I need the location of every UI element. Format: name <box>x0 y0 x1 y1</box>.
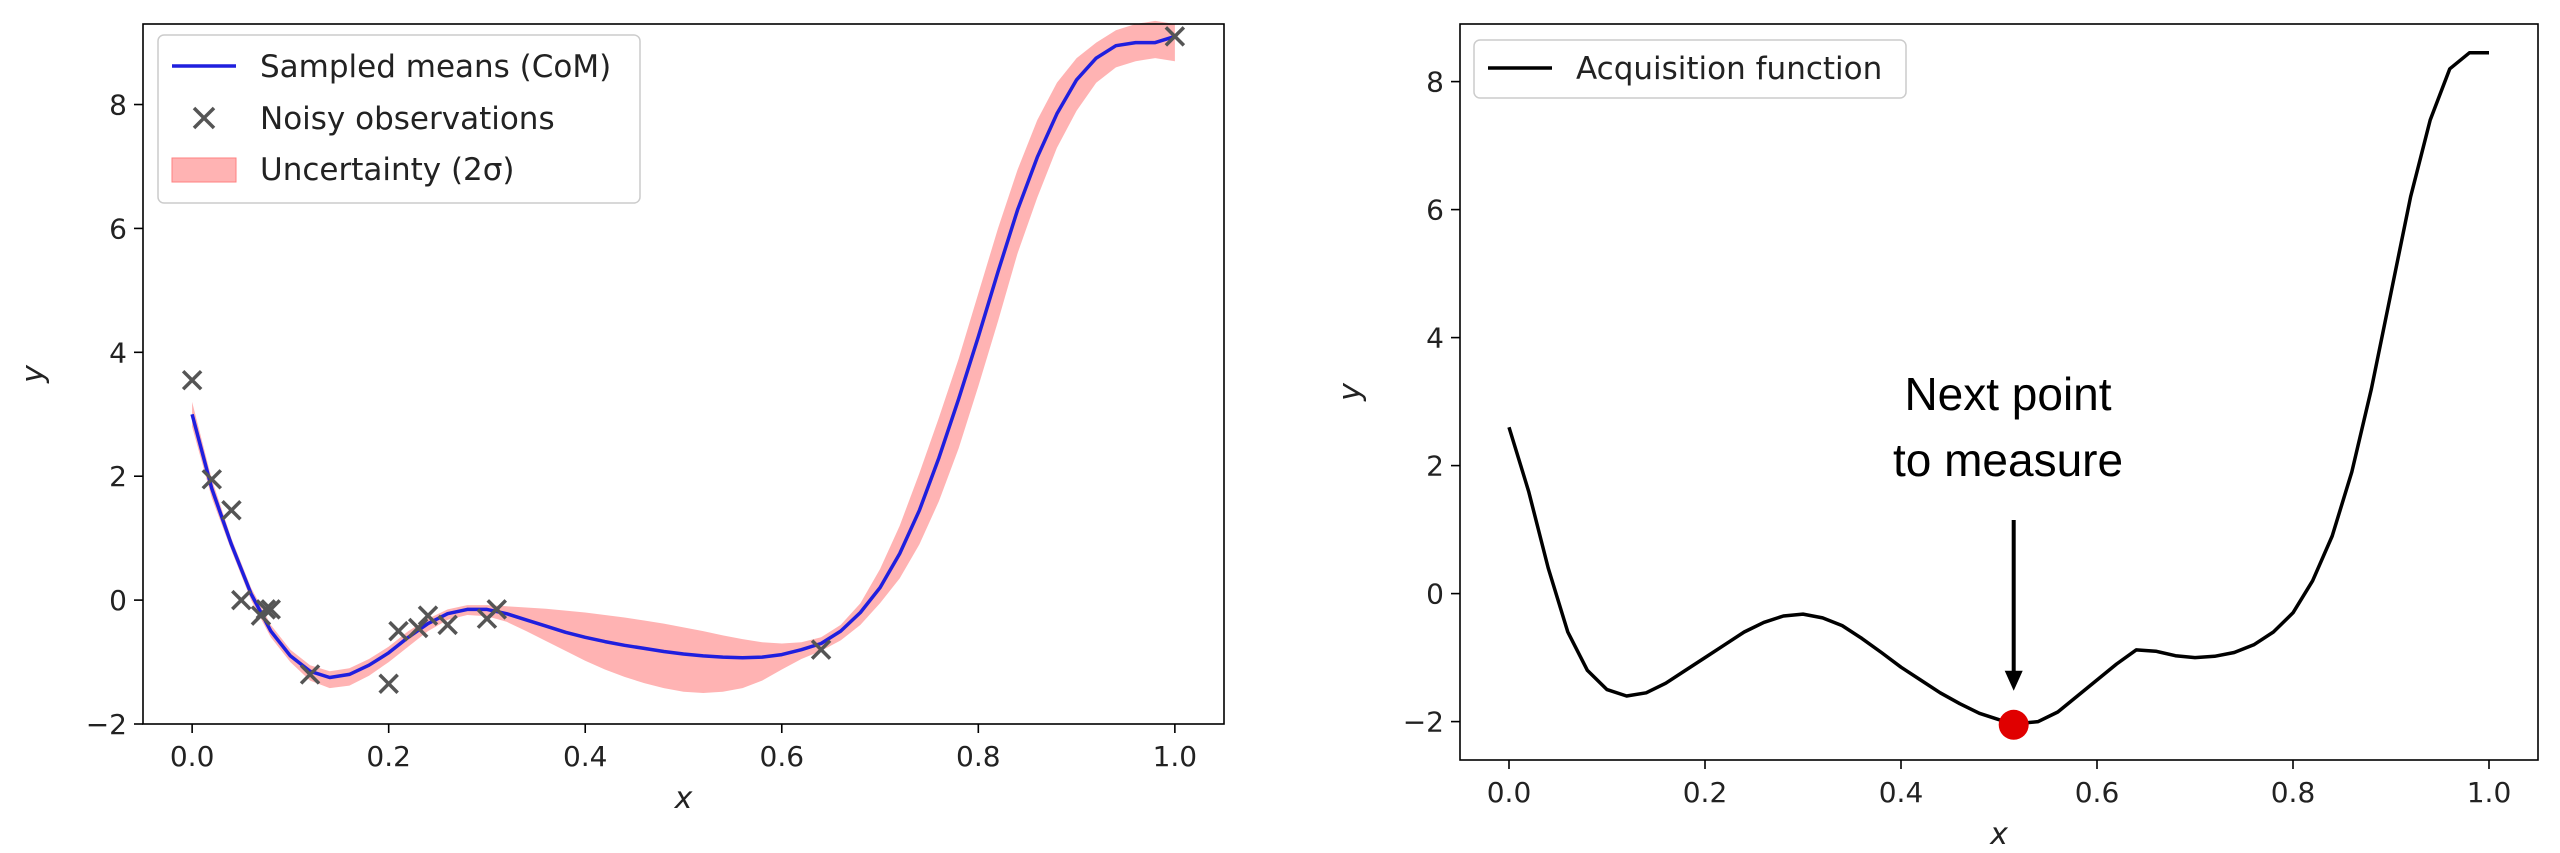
x-axis-label-left: x <box>674 781 693 816</box>
acquisition-line <box>1507 51 2489 726</box>
legend-label-mean: Sampled means (CoM) <box>260 49 611 85</box>
y-tick-label: 0 <box>1426 578 1444 611</box>
observation-point <box>181 369 203 391</box>
chart-right: 0.0 0.2 0.4 0.6 0.8 1.0 −2 0 2 4 6 8 x y Acquisiti… <box>1333 23 2539 852</box>
y-ticks-right: −2 0 2 4 6 8 <box>1403 66 1460 739</box>
x-tick-label: 0.2 <box>366 740 411 773</box>
x-tick-label: 1.0 <box>1153 740 1198 773</box>
uncertainty-band <box>192 20 1175 693</box>
observation-point <box>231 589 252 611</box>
y-axis-label-right: y <box>1333 382 1368 402</box>
legend-label-uncertainty: Uncertainty (2σ) <box>260 152 515 188</box>
observation-point <box>201 469 223 490</box>
x-ticks-right: 0.0 0.2 0.4 0.6 0.8 1.0 <box>1487 760 2512 809</box>
chart-left: 0.0 0.2 0.4 0.6 0.8 1.0 −2 0 2 4 6 8 x y Sampled m… <box>16 20 1225 816</box>
plot-frame-right <box>1459 23 2539 761</box>
y-tick-label: 6 <box>1426 194 1444 227</box>
observation-point <box>486 599 508 620</box>
legend-box-left <box>157 34 641 204</box>
x-tick-label: 0.8 <box>2271 776 2316 809</box>
x-tick-label: 0.6 <box>2075 776 2120 809</box>
annotation-line-1: Next point <box>1904 368 2111 420</box>
x-axis-label-right: x <box>1989 817 2008 852</box>
x-tick-label: 0.0 <box>1487 776 1532 809</box>
observations-layer <box>181 26 1186 694</box>
plot-frame-left <box>142 23 1225 725</box>
annotation-arrowhead <box>2004 670 2023 691</box>
y-tick-label: −2 <box>1403 706 1444 739</box>
mean-line <box>190 34 1176 680</box>
x-ticks-left: 0.0 0.2 0.4 0.6 0.8 1.0 <box>170 724 1197 773</box>
x-tick-label: 0.6 <box>760 740 805 773</box>
x-tick-label: 0.4 <box>1879 776 1924 809</box>
legend-swatch-uncertainty <box>171 157 237 183</box>
legend-label-observations: Noisy observations <box>260 101 555 137</box>
y-tick-label: −2 <box>86 708 127 741</box>
annotation-line-2: to measure <box>1893 434 2123 486</box>
x-tick-label: 0.8 <box>956 740 1001 773</box>
legend-right: Acquisition function <box>1473 39 1907 99</box>
observation-point <box>388 620 409 642</box>
observation-point <box>407 617 429 639</box>
acquisition-line-layer <box>1507 51 2489 726</box>
observation-point <box>810 639 832 660</box>
observation-point <box>437 614 458 636</box>
next-point-marker <box>1998 709 2029 740</box>
y-tick-label: 4 <box>109 336 127 369</box>
x-tick-label: 0.2 <box>1683 776 1728 809</box>
y-tick-label: 0 <box>109 584 127 617</box>
next-point-annotation: Next point to measure <box>1893 368 2123 691</box>
mean-line-layer <box>190 34 1176 680</box>
observation-point <box>221 500 242 521</box>
observation-point <box>260 599 281 620</box>
legend-box-right <box>1473 39 1907 99</box>
y-ticks-left: −2 0 2 4 6 8 <box>86 89 143 741</box>
legend-left: Sampled means (CoM) Noisy observations U… <box>157 34 641 204</box>
legend-swatch-observations <box>192 106 216 130</box>
y-tick-label: 2 <box>1426 450 1444 483</box>
y-tick-label: 2 <box>109 460 127 493</box>
observation-point <box>255 599 277 620</box>
observation-point <box>417 605 439 626</box>
uncertainty-band-layer <box>192 20 1175 693</box>
y-axis-label-left: y <box>16 364 51 384</box>
y-tick-label: 8 <box>109 89 127 122</box>
observation-point <box>1164 26 1186 47</box>
y-tick-label: 8 <box>1426 66 1444 99</box>
x-tick-label: 0.0 <box>170 740 215 773</box>
legend-label-acquisition: Acquisition function <box>1576 51 1882 87</box>
observation-point <box>378 673 399 694</box>
observation-point <box>299 664 321 685</box>
y-tick-label: 6 <box>109 212 127 245</box>
x-tick-label: 1.0 <box>2467 776 2512 809</box>
x-tick-label: 0.4 <box>563 740 608 773</box>
y-tick-label: 4 <box>1426 322 1444 355</box>
